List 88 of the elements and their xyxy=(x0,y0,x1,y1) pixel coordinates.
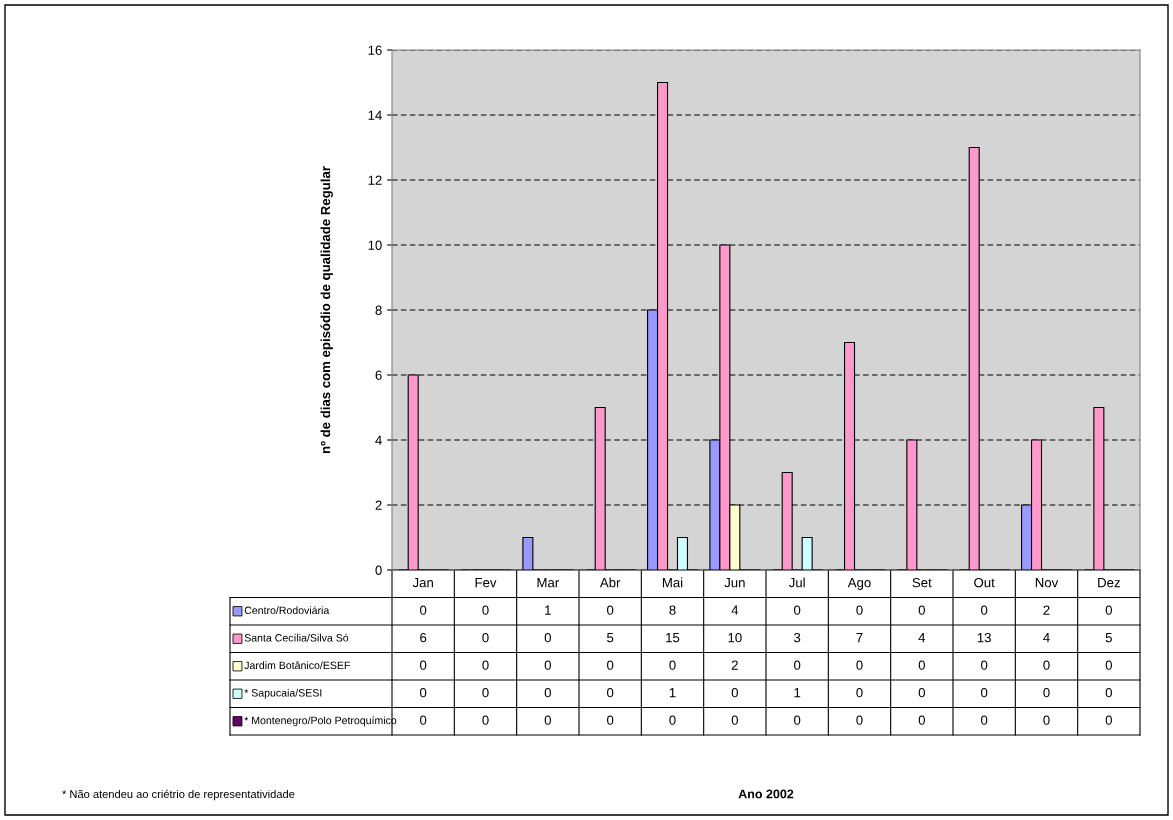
x-tick-label: Fev xyxy=(475,578,497,588)
y-tick-label: 10 xyxy=(368,240,382,250)
data-label: 10 xyxy=(728,632,742,643)
data-label: 0 xyxy=(981,660,988,670)
data-label: 0 xyxy=(482,605,489,615)
text: Ano 2002 xyxy=(738,789,794,799)
x-tick-label: Abr xyxy=(599,577,621,588)
data-label: 0 xyxy=(607,605,614,615)
data-label: 6 xyxy=(420,632,427,643)
data-label: 2 xyxy=(1043,605,1050,615)
x-tick-label: Jan xyxy=(412,578,433,588)
data-label: 0 xyxy=(544,632,551,643)
legend-label: * Sapucaia/SESI xyxy=(244,688,322,699)
data-label: 0 xyxy=(420,715,427,725)
data-label: 0 xyxy=(731,687,738,698)
x-tick-label: Set xyxy=(912,577,932,588)
data-label: 0 xyxy=(482,687,489,698)
data-label: 0 xyxy=(794,715,801,725)
data-label: 13 xyxy=(977,632,991,643)
data-label: 0 xyxy=(856,715,863,725)
data-label: 0 xyxy=(420,660,427,670)
data-label: 0 xyxy=(420,687,427,698)
data-label: 0 xyxy=(856,660,863,670)
data-label: 0 xyxy=(918,715,925,725)
data-label: 0 xyxy=(1105,605,1112,615)
data-label: 0 xyxy=(482,660,489,670)
y-tick-label: 6 xyxy=(375,370,382,380)
data-label: 0 xyxy=(1043,660,1050,670)
legend-label: Centro/Rodoviária xyxy=(244,606,330,615)
data-label: 4 xyxy=(731,605,739,615)
data-label: 5 xyxy=(1105,633,1112,643)
data-label: 0 xyxy=(981,687,988,698)
data-label: 0 xyxy=(918,605,925,615)
data-label: 0 xyxy=(420,605,427,615)
data-label: 4 xyxy=(1043,633,1050,643)
data-label: 0 xyxy=(856,687,863,698)
data-label: 4 xyxy=(918,633,926,643)
x-tick-label: Ago xyxy=(847,578,871,590)
y-tick-label: 8 xyxy=(375,305,382,315)
data-label: 0 xyxy=(669,715,676,725)
x-tick-label: Jun xyxy=(724,578,745,588)
data-label: 0 xyxy=(607,660,614,670)
data-label: 0 xyxy=(544,660,551,670)
data-label: 0 xyxy=(731,715,738,725)
text: * Não atendeu ao criétrio de representatividade xyxy=(62,789,295,801)
x-tick-label: Nov xyxy=(1035,578,1059,588)
data-label: 1 xyxy=(669,688,676,698)
data-label: 0 xyxy=(918,660,925,670)
data-label: 1 xyxy=(545,605,551,615)
data-label: 0 xyxy=(1105,715,1112,725)
legend-label: Jardim Botânico/ESEF xyxy=(244,661,350,670)
x-tick-label: Mai xyxy=(662,577,683,588)
x-tick-label: Jul xyxy=(788,577,805,588)
data-label: 0 xyxy=(1043,687,1050,698)
data-label: 0 xyxy=(981,605,988,615)
data-label: 8 xyxy=(669,605,676,615)
data-label: 0 xyxy=(856,605,863,615)
data-label: 2 xyxy=(731,660,738,670)
data-label: 7 xyxy=(856,633,863,643)
data-label: 0 xyxy=(1105,660,1112,670)
data-label: 0 xyxy=(1105,687,1112,698)
x-tick-label: Mar xyxy=(537,578,559,588)
data-label: 0 xyxy=(981,715,988,725)
data-label: 0 xyxy=(794,660,801,670)
legend-label: Santa Cecília/Silva Só xyxy=(244,633,349,642)
data-label: 0 xyxy=(482,632,489,643)
y-tick-label: 0 xyxy=(375,565,382,575)
y-tick-label: 12 xyxy=(368,175,382,185)
data-label: 0 xyxy=(1043,715,1050,725)
data-label: 1 xyxy=(794,688,801,698)
data-label: 0 xyxy=(544,715,551,725)
data-label: 0 xyxy=(544,687,551,698)
y-tick-label: 2 xyxy=(375,500,382,510)
x-tick-label: Out xyxy=(974,577,995,588)
y-tick-label: 4 xyxy=(375,435,382,445)
data-label: 5 xyxy=(607,633,614,643)
data-label: 0 xyxy=(607,687,614,698)
x-tick-label: Dez xyxy=(1098,578,1120,588)
data-label: 0 xyxy=(482,715,489,725)
data-label: 3 xyxy=(794,632,801,643)
data-label: 15 xyxy=(666,633,680,643)
data-label: 0 xyxy=(918,687,925,698)
data-label: 0 xyxy=(607,715,614,725)
data-label: 0 xyxy=(794,605,801,615)
data-label: 0 xyxy=(669,660,676,670)
y-tick-label: 16 xyxy=(368,45,382,55)
y-axis-title: nº de dias com episódio de qualidade Regular xyxy=(320,166,333,454)
y-tick-label: 14 xyxy=(368,110,382,120)
